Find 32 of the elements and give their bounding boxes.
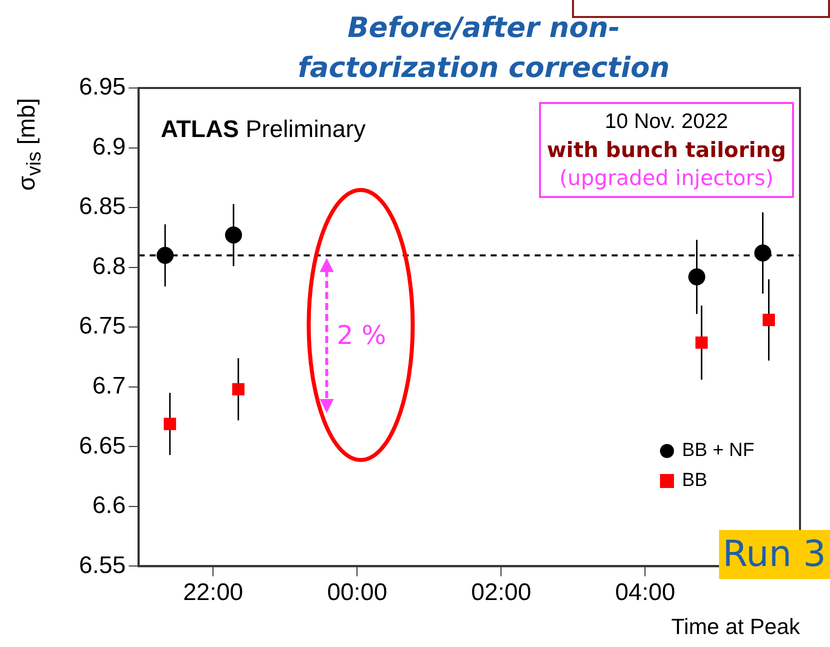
x-tick-label: 22:00 — [183, 579, 244, 606]
legend-label: BB — [682, 469, 708, 494]
x-axis-title: Time at Peak — [671, 614, 800, 640]
y-tick-label: 6.75 — [78, 312, 126, 340]
point — [164, 418, 176, 430]
y-tick-label: 6.8 — [92, 252, 126, 280]
y-tick-label: 6.65 — [78, 432, 126, 460]
annotation: (upgraded injectors) — [558, 165, 775, 192]
annotation: with bunch tailoring — [546, 137, 786, 164]
legend-label: BB + NF — [682, 439, 754, 464]
y-tick-label: 6.55 — [78, 552, 126, 579]
y-tick-label: 6.7 — [92, 372, 126, 400]
point — [232, 383, 244, 396]
annotation: 10 Nov. 2022 — [604, 109, 730, 135]
x-tick-label: 00:00 — [327, 579, 388, 606]
point — [695, 336, 708, 349]
y-tick-label: 6.6 — [92, 492, 126, 520]
point — [754, 244, 772, 262]
x-tick-label: 04:00 — [615, 579, 676, 606]
annotation: Run 3 — [718, 530, 830, 580]
point — [156, 246, 174, 264]
point — [762, 314, 775, 326]
annotation: 2 % — [336, 321, 386, 351]
y-tick-label: 6.85 — [78, 193, 126, 220]
point — [688, 268, 706, 286]
x-tick-label: 02:00 — [471, 579, 532, 606]
point — [225, 226, 242, 244]
annotation: Preliminary — [246, 116, 366, 143]
y-tick-label: 6.9 — [92, 133, 126, 160]
annotation: ATLAS — [160, 116, 239, 143]
y-tick-label: 6.95 — [78, 74, 126, 101]
chart-title: Before/after non-factorization correction — [296, 10, 671, 86]
